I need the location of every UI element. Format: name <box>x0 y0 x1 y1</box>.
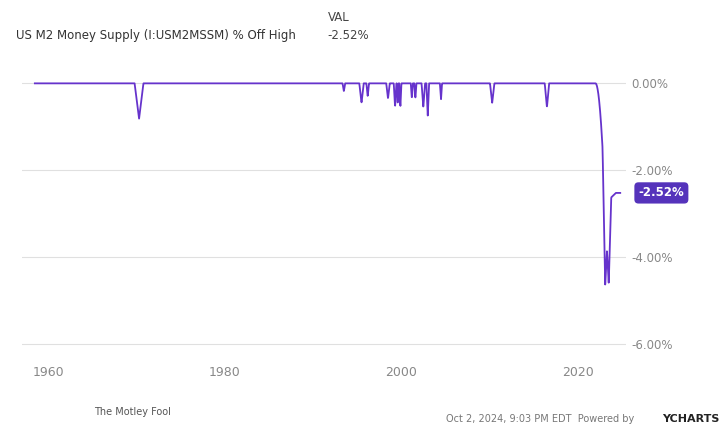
Text: VAL: VAL <box>328 11 349 24</box>
Text: US M2 Money Supply (I:USM2MSSM) % Off High: US M2 Money Supply (I:USM2MSSM) % Off Hi… <box>16 29 296 41</box>
Text: YCHARTS: YCHARTS <box>662 414 720 424</box>
Text: -2.52%: -2.52% <box>328 29 369 41</box>
Text: Oct 2, 2024, 9:03 PM EDT  Powered by: Oct 2, 2024, 9:03 PM EDT Powered by <box>446 414 638 424</box>
Text: -2.52%: -2.52% <box>639 187 684 199</box>
Text: The Motley Fool: The Motley Fool <box>94 407 171 417</box>
